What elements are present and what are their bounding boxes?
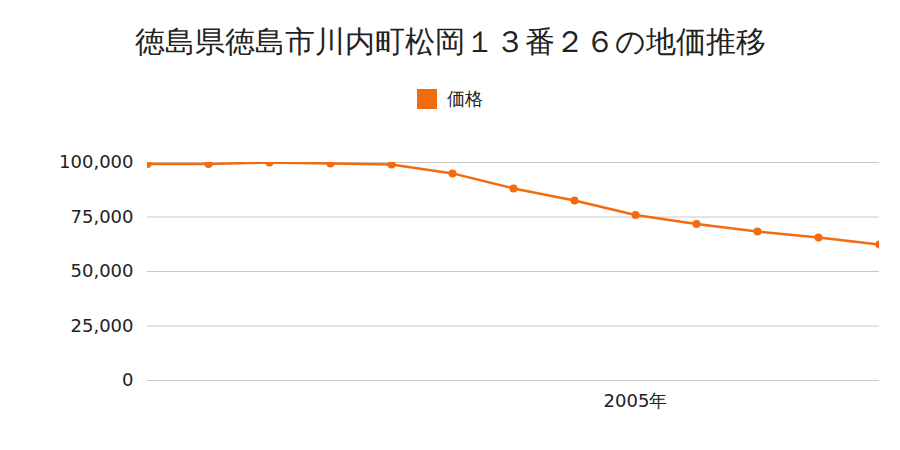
html-text:徳島県徳島市川内町松岡１３番２６の地価推移: 徳島県徳島市川内町松岡１３番２６の地価推移 [134,24,766,59]
svg-text:100,000: 100,000 [59,151,133,172]
svg-text:0: 0 [122,369,133,390]
svg-text:75,000: 75,000 [71,206,134,227]
svg-text:50,000: 50,000 [71,260,134,281]
svg-text:25,000: 25,000 [71,315,134,336]
html-text:価格: 価格 [447,88,483,109]
svg-text:2005年: 2005年 [604,390,668,411]
